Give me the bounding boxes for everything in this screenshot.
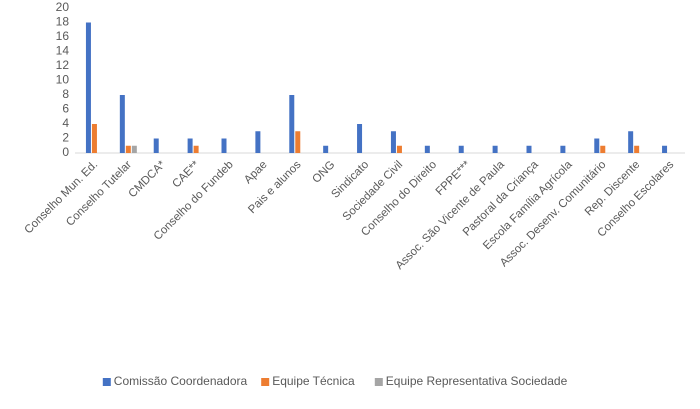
x-tick-label: ONG <box>310 159 337 186</box>
bar <box>492 145 498 153</box>
y-tick-label: 4 <box>62 116 69 130</box>
bar <box>255 131 261 153</box>
bar <box>125 145 131 153</box>
legend-swatch <box>374 378 383 386</box>
bar <box>634 145 640 153</box>
y-tick-label: 0 <box>62 145 69 159</box>
legend-swatch <box>102 378 111 386</box>
bar <box>131 145 137 153</box>
bar <box>396 145 402 153</box>
y-tick-label: 10 <box>56 73 70 87</box>
bar <box>628 131 634 153</box>
bar <box>560 145 566 153</box>
y-tick-label: 18 <box>56 15 70 29</box>
x-tick-label: Conselho Tutelar <box>64 159 134 229</box>
y-tick-label: 8 <box>62 87 69 101</box>
bar <box>424 145 430 153</box>
x-tick-label: CMDCA* <box>127 158 169 200</box>
y-tick-label: 14 <box>56 44 70 58</box>
y-tick-label: 6 <box>62 102 69 116</box>
x-tick-label: Apae <box>242 159 269 186</box>
bar <box>153 138 159 153</box>
bar <box>594 138 600 153</box>
bar <box>458 145 464 153</box>
bar <box>119 95 125 153</box>
bar <box>526 145 532 153</box>
bar <box>390 131 396 153</box>
y-tick-label: 2 <box>62 131 69 145</box>
bar <box>295 131 301 153</box>
bar <box>187 138 193 153</box>
legend-swatch <box>261 378 270 386</box>
bar <box>357 124 363 153</box>
bar <box>323 145 329 153</box>
bar <box>91 124 97 153</box>
y-tick-label: 20 <box>56 0 70 14</box>
legend-label: Equipe Técnica <box>272 374 355 388</box>
x-tick-label: Sociedade Civil <box>341 159 406 224</box>
y-tick-label: 16 <box>56 29 70 43</box>
bar <box>85 22 91 153</box>
legend-label: Equipe Representativa Sociedade <box>386 374 568 388</box>
bar <box>193 145 199 153</box>
bar <box>662 145 668 153</box>
x-tick-label: CAE** <box>170 158 202 190</box>
bar <box>221 138 227 153</box>
y-tick-label: 12 <box>56 58 70 72</box>
bar <box>600 145 606 153</box>
legend-label: Comissão Coordenadora <box>114 374 248 388</box>
bar <box>289 95 295 153</box>
